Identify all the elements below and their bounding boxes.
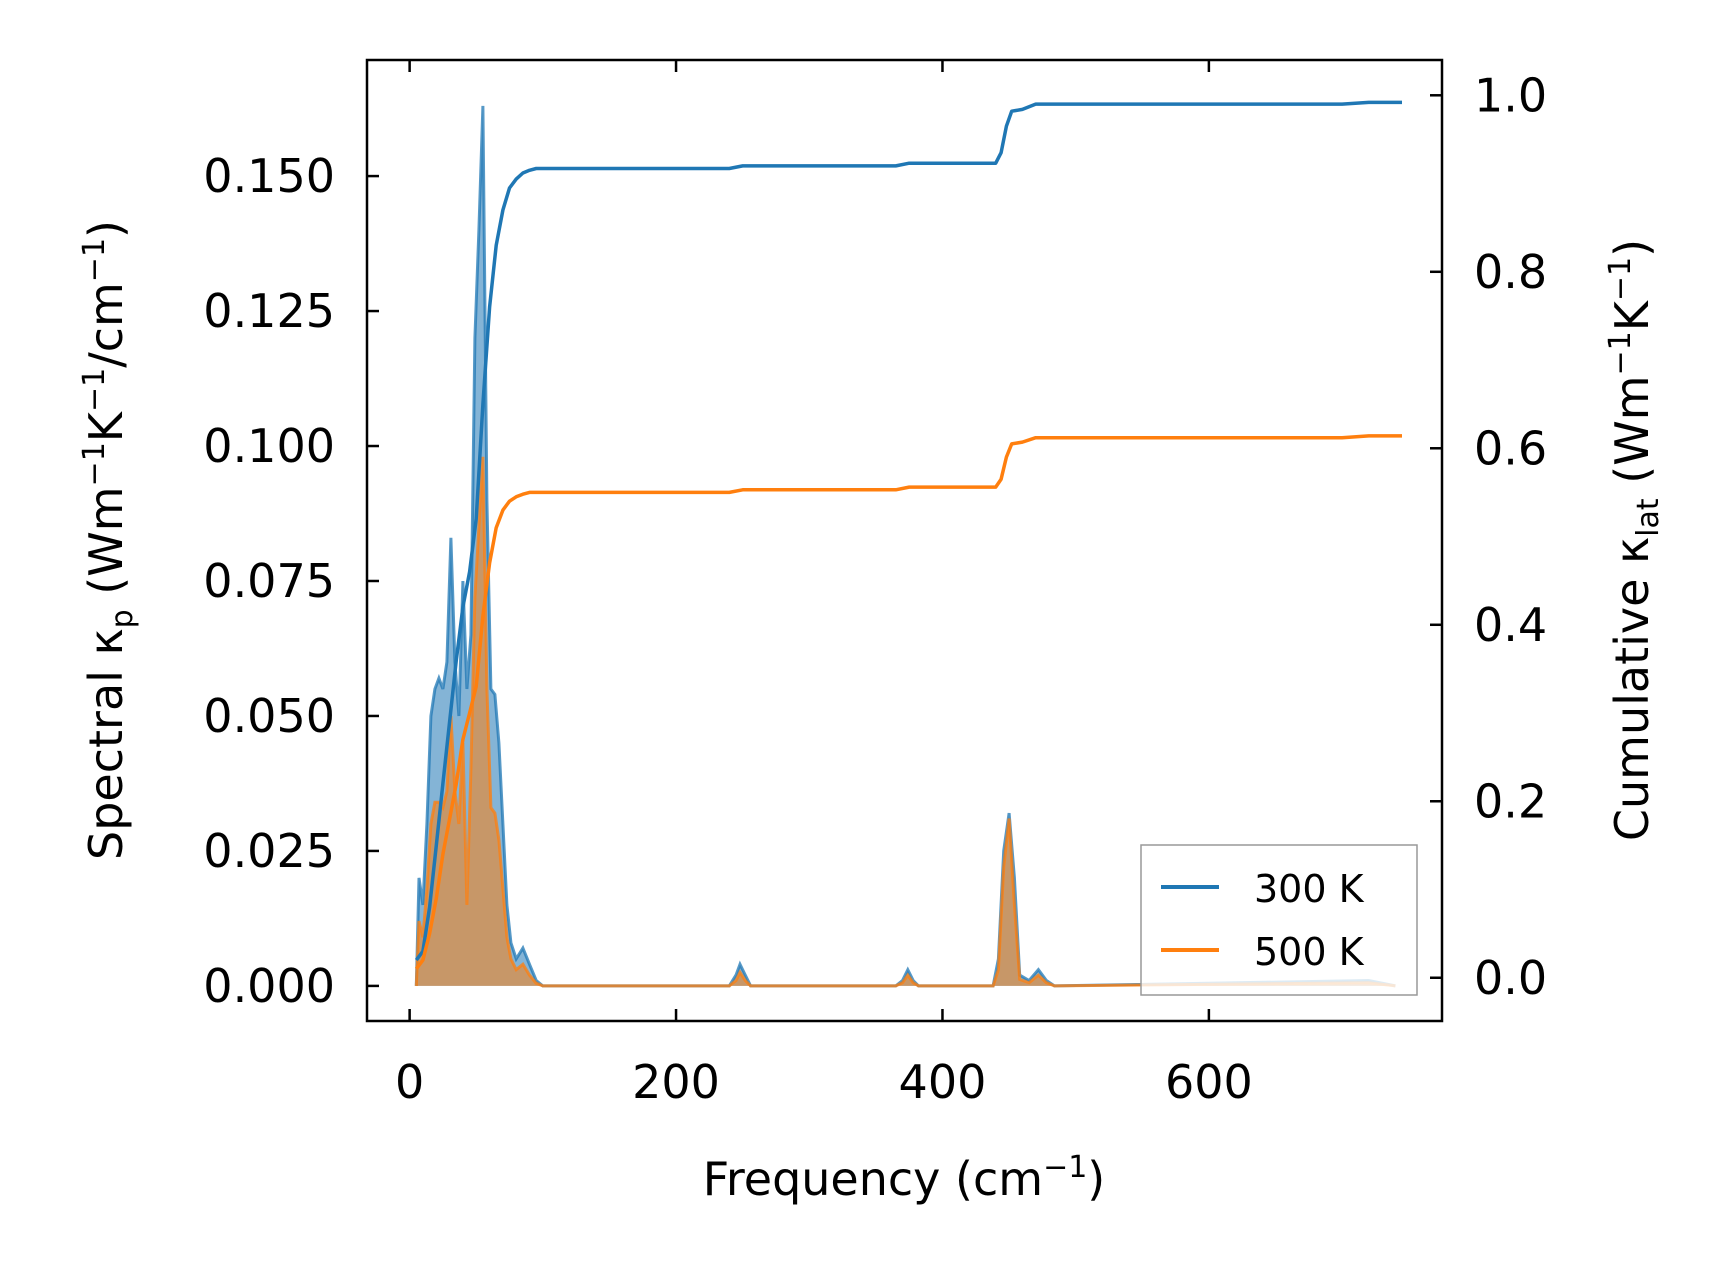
plot-area [414, 100, 1402, 988]
y-left-tick-label: 0.150 [203, 149, 335, 203]
left-axis-label: Spectral κp (Wm−1K−1/cm−1) [77, 220, 140, 860]
y-right-tick-label: 0.6 [1474, 421, 1547, 475]
axes-frame [365, 58, 1444, 1023]
cumulative-500k-line [414, 434, 1402, 970]
y-left-tick-label: 0.025 [203, 824, 335, 878]
y-left-tick-label: 0.075 [203, 554, 335, 608]
y-left-tick-label: 0.050 [203, 689, 335, 743]
legend-box [1140, 844, 1418, 996]
axis-ticks: 0 200 400 600 0.000 0.025 0.050 0.075 0.100 0.125… [203, 60, 1547, 1109]
x-axis-label: Frequency (cm−1) [703, 1150, 1106, 1206]
y-right-tick-label: 0.4 [1474, 598, 1547, 652]
y-right-tick-label: 0.0 [1474, 951, 1547, 1005]
x-tick-label: 400 [899, 1055, 987, 1109]
cumulative-300k-line [414, 100, 1402, 962]
y-left-tick-label: 0.000 [203, 959, 335, 1013]
spectral-500k-line [414, 456, 1396, 988]
x-tick-label: 200 [632, 1055, 720, 1109]
y-right-tick-label: 0.2 [1474, 774, 1547, 828]
x-axis-label-main: Frequency (cm [703, 1152, 1043, 1206]
y-right-tick-label: 1.0 [1474, 68, 1547, 122]
legend-label-500k: 500 K [1254, 930, 1365, 974]
legend: 300 K 500 K [1140, 844, 1418, 996]
x-axis-label-end: ) [1087, 1152, 1105, 1206]
y-right-tick-label: 0.8 [1474, 245, 1547, 299]
x-axis-label-sup: −1 [1043, 1150, 1087, 1185]
legend-label-300k: 300 K [1254, 867, 1365, 911]
x-tick-label: 0 [395, 1055, 424, 1109]
right-axis-label: Cumulative κlat (Wm−1K−1) [1603, 239, 1666, 841]
y-left-tick-label: 0.125 [203, 284, 335, 338]
x-tick-label: 600 [1165, 1055, 1253, 1109]
y-left-tick-label: 0.100 [203, 419, 335, 473]
